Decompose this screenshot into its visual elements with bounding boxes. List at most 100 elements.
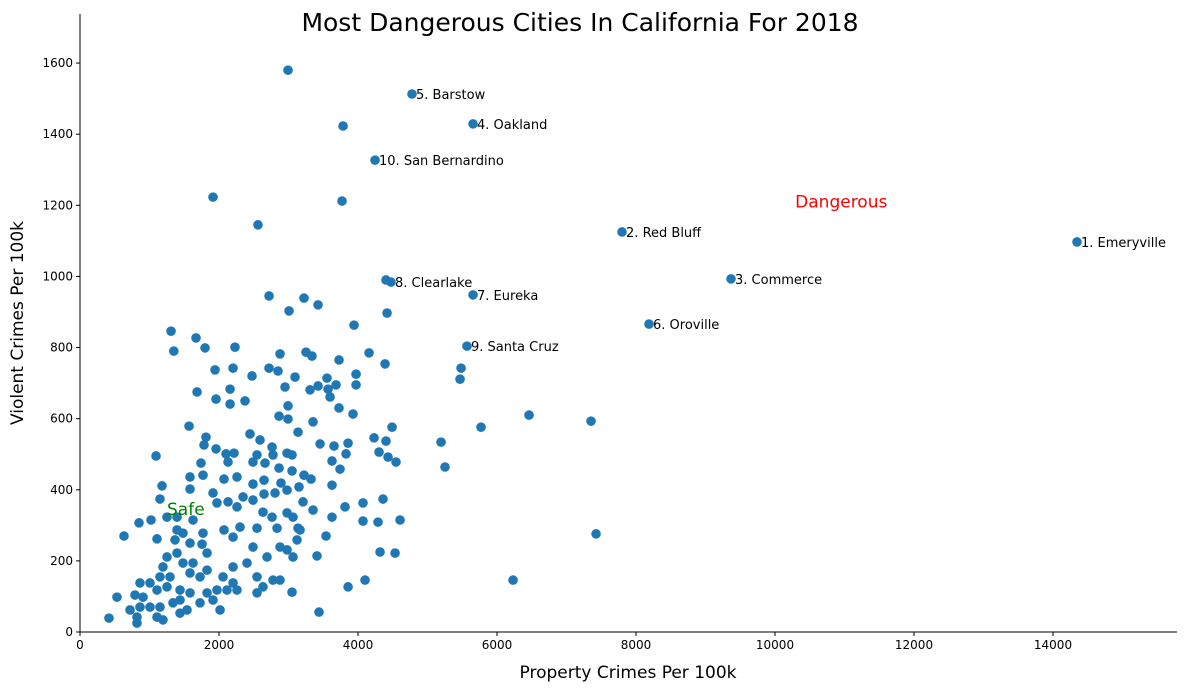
data-point [287, 450, 297, 460]
x-ticks: 0 2000 4000 6000 8000 10000 12000 14000 [76, 632, 1072, 652]
data-point [112, 592, 122, 602]
data-point [591, 529, 601, 539]
data-point [299, 470, 309, 480]
data-point [308, 505, 318, 515]
x-axis-label: Property Crimes Per 100k [520, 663, 737, 683]
data-point [184, 421, 194, 431]
data-point [135, 602, 145, 612]
data-point [383, 452, 393, 462]
data-point [175, 595, 185, 605]
data-point [462, 341, 472, 351]
data-point [272, 523, 282, 533]
data-point [225, 399, 235, 409]
city-annotation: 1. Emeryville [1081, 236, 1166, 251]
data-point [378, 494, 388, 504]
data-point [152, 585, 162, 595]
data-point [260, 458, 270, 468]
data-point [215, 605, 225, 615]
data-point [327, 480, 337, 490]
data-point [455, 374, 465, 384]
data-point [275, 575, 285, 585]
data-point [185, 484, 195, 494]
data-point [287, 587, 297, 597]
data-point [390, 548, 400, 558]
data-point [198, 528, 208, 538]
y-tick-label: 400 [50, 483, 73, 497]
data-point [338, 121, 348, 131]
data-point [275, 349, 285, 359]
city-annotation: 6. Oroville [653, 318, 719, 333]
data-point [508, 575, 518, 585]
data-point [468, 290, 478, 300]
data-point [211, 444, 221, 454]
data-point [375, 547, 385, 557]
data-point [166, 326, 176, 336]
data-point [305, 385, 315, 395]
data-point [170, 535, 180, 545]
data-point [275, 542, 285, 552]
data-point [395, 515, 405, 525]
data-point [195, 598, 205, 608]
data-point [255, 435, 265, 445]
data-point [267, 512, 277, 522]
data-point [273, 366, 283, 376]
data-point [262, 552, 272, 562]
data-point [248, 479, 258, 489]
data-point [185, 588, 195, 598]
data-point [343, 582, 353, 592]
data-point [268, 450, 278, 460]
data-point [225, 384, 235, 394]
x-tick-label: 2000 [204, 638, 235, 652]
data-point [145, 578, 155, 588]
data-point [182, 605, 192, 615]
data-point [340, 502, 350, 512]
data-point [315, 439, 325, 449]
data-point [322, 373, 332, 383]
data-point [329, 441, 339, 451]
data-point [381, 275, 391, 285]
data-point [476, 422, 486, 432]
data-point [382, 308, 392, 318]
data-point [235, 522, 245, 532]
data-point [358, 498, 368, 508]
data-point [325, 392, 335, 402]
region-label-dangerous: Dangerous [795, 193, 887, 213]
data-point [175, 585, 185, 595]
data-point [313, 300, 323, 310]
data-point [138, 592, 148, 602]
data-point [274, 411, 284, 421]
data-point [192, 387, 202, 397]
data-point [253, 220, 263, 230]
data-point [252, 588, 262, 598]
data-point [201, 432, 211, 442]
x-tick-label: 4000 [343, 638, 374, 652]
data-point [221, 449, 231, 459]
data-point [308, 417, 318, 427]
data-point [232, 585, 242, 595]
y-tick-label: 1200 [42, 198, 73, 212]
data-point [295, 525, 305, 535]
data-point [313, 381, 323, 391]
data-point [321, 531, 331, 541]
data-point [199, 440, 209, 450]
city-annotation: 7. Eureka [477, 289, 538, 304]
x-tick-label: 6000 [482, 638, 513, 652]
data-point [524, 410, 534, 420]
data-point [348, 409, 358, 419]
data-point [208, 488, 218, 498]
data-point [242, 558, 252, 568]
data-point [617, 227, 627, 237]
annotations-layer: 1. Emeryville 2. Red Bluff 3. Commerce 4. O… [167, 88, 1166, 520]
y-tick-label: 200 [50, 554, 73, 568]
y-tick-label: 0 [65, 625, 73, 639]
data-point [158, 615, 168, 625]
data-point [258, 507, 268, 517]
data-point [185, 472, 195, 482]
data-point [155, 494, 165, 504]
data-point [218, 572, 228, 582]
data-point [130, 590, 140, 600]
data-point [145, 602, 155, 612]
data-point [298, 497, 308, 507]
data-point [178, 558, 188, 568]
data-point [245, 429, 255, 439]
